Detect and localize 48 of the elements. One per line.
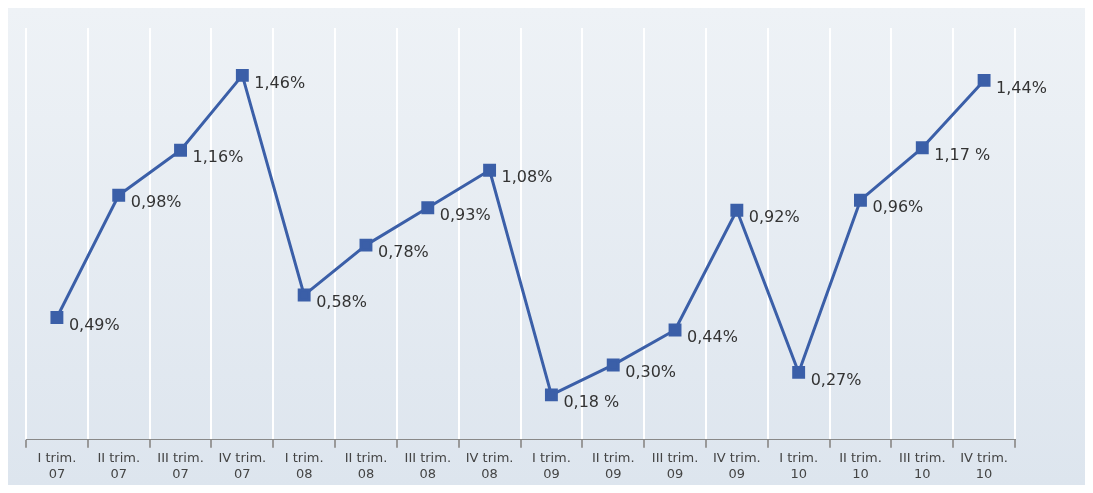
x-tick-label: II trim. 10 [839, 449, 882, 481]
x-tick-label: I trim. 09 [531, 449, 571, 481]
x-tick-label: IV trim. 10 [960, 449, 1008, 481]
data-label: 1,44% [996, 77, 1047, 97]
point [730, 203, 744, 217]
data-label: 1,08% [501, 167, 553, 187]
data-label: 1,17 % [934, 144, 991, 164]
point [606, 358, 620, 372]
point [483, 163, 497, 177]
x-tick-label: III trim. 09 [651, 449, 699, 481]
data-label: 0,58% [316, 292, 367, 312]
point [235, 68, 249, 82]
point [792, 365, 806, 379]
point [112, 188, 126, 202]
x-tick-label: II trim. 08 [344, 449, 388, 481]
data-label: 1,46% [254, 72, 306, 92]
x-tick-label: IV trim. 09 [712, 449, 761, 481]
data-label: 0,98% [130, 192, 182, 212]
x-tick-label: IV trim. 07 [218, 449, 267, 481]
data-label: 0,93% [439, 204, 491, 224]
data-label: 0,96% [872, 197, 924, 217]
point [915, 141, 929, 155]
point [544, 388, 558, 402]
x-tick-label: II trim. 07 [97, 449, 141, 481]
x-tick-label: I trim. 07 [37, 449, 77, 481]
point [854, 193, 867, 207]
data-label: 1,16% [192, 147, 244, 167]
data-label: 0,92% [748, 207, 800, 227]
x-tick-label: III trim. 08 [404, 449, 452, 481]
point [174, 143, 187, 157]
data-label: 0,44% [687, 327, 738, 347]
point [977, 73, 991, 87]
point [359, 238, 373, 252]
data-label: 0,18 % [563, 392, 620, 412]
data-label: 0,30% [625, 362, 677, 382]
data-label: 0,49% [68, 314, 120, 334]
x-tick-label: I trim. 08 [284, 449, 324, 481]
x-tick-label: III trim. 07 [157, 449, 204, 481]
point [297, 288, 311, 302]
x-tick-label: II trim. 09 [591, 449, 635, 481]
point [668, 323, 682, 337]
data-label: 0,78% [377, 242, 429, 262]
point [421, 201, 435, 215]
x-tick-label: III trim. 10 [899, 449, 946, 481]
point [50, 311, 64, 324]
x-tick-label: I trim. 10 [779, 449, 819, 481]
data-label: 0,27% [810, 369, 862, 389]
x-tick-label: IV trim. 08 [465, 449, 514, 481]
